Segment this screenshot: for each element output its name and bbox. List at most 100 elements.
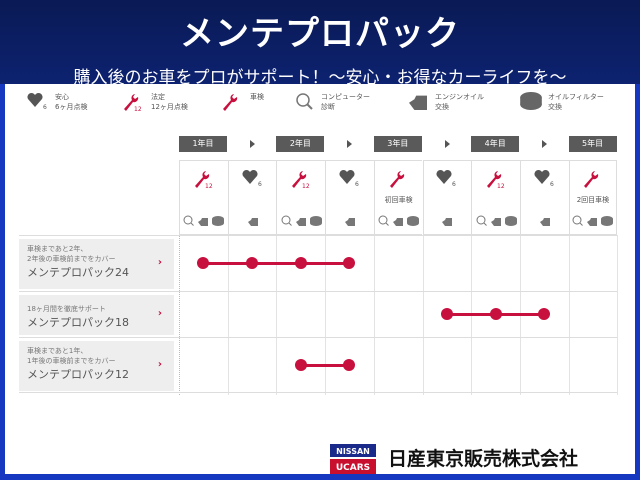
schedule-column-header: 6 bbox=[227, 160, 277, 235]
service-dot bbox=[343, 359, 356, 371]
engine-oil-icon bbox=[539, 211, 551, 230]
computer-diagnosis-icon bbox=[476, 211, 487, 230]
svg-text:12: 12 bbox=[205, 183, 213, 189]
pack-coverage-line bbox=[203, 261, 350, 265]
svg-text:12: 12 bbox=[134, 106, 142, 112]
legend-label: 車検 bbox=[250, 93, 264, 101]
engine-oil-icon bbox=[407, 92, 429, 113]
legend-sublabel: 12ヶ月点検 bbox=[151, 103, 188, 111]
legend-label: オイルフィルター bbox=[548, 93, 604, 101]
service-dot bbox=[440, 308, 453, 320]
arrow-right-icon bbox=[347, 140, 353, 148]
svg-text:12: 12 bbox=[497, 183, 505, 189]
legend-label: コンピューター bbox=[321, 93, 370, 101]
legend: 6 安心 6ヶ月点検 12 法定 12ヶ月点検 車検 コンピューター 診断 エンジンオイル 交換 オイ… bbox=[5, 88, 635, 118]
engine-oil-icon bbox=[441, 211, 453, 230]
service-dot bbox=[246, 257, 259, 269]
wrench-12-icon: 12 bbox=[277, 169, 325, 193]
schedule-column-header: 12 bbox=[179, 160, 228, 235]
svg-text:NISSAN: NISSAN bbox=[336, 447, 370, 456]
wrench-12-icon: 12 bbox=[121, 92, 145, 115]
engine-oil-icon bbox=[344, 211, 356, 230]
oil-filter-icon bbox=[212, 211, 225, 230]
legend-sublabel: 診断 bbox=[321, 103, 335, 111]
pack-link-0[interactable]: 車検まであと2年、 2年後の車検前までをカバー メンテプロパック24 › bbox=[19, 239, 174, 289]
column-caption: 初回車検 bbox=[384, 196, 413, 204]
engine-oil-icon bbox=[490, 211, 502, 230]
arrow-right-icon bbox=[249, 140, 255, 148]
service-dot bbox=[343, 257, 356, 269]
pack-name: メンテプロパック24 bbox=[27, 266, 129, 279]
wrench-icon bbox=[220, 92, 244, 115]
computer-diagnosis-icon bbox=[295, 92, 315, 113]
schedule-column-header: 初回車検 bbox=[373, 160, 423, 235]
arrow-right-icon bbox=[444, 140, 450, 148]
pack-description: 18ヶ月間を徹底サポート bbox=[27, 305, 106, 313]
page-title: メンテプロパック bbox=[180, 14, 460, 54]
grid-line bbox=[617, 235, 619, 395]
schedule-column-header: 2回目車検 bbox=[568, 160, 618, 235]
pack-description: 車検まであと1年、 bbox=[27, 347, 88, 355]
pack-row: 18ヶ月間を徹底サポート メンテプロパック18 › bbox=[19, 291, 617, 337]
heart-6-icon: 6 bbox=[424, 169, 472, 191]
computer-diagnosis-icon bbox=[183, 211, 195, 230]
service-dot bbox=[538, 308, 551, 320]
content-panel: 6 安心 6ヶ月点検 12 法定 12ヶ月点検 車検 コンピューター 診断 エンジンオイル 交換 オイ… bbox=[5, 84, 635, 474]
svg-text:12: 12 bbox=[302, 183, 310, 189]
heart-6-icon: 6 bbox=[27, 92, 49, 113]
svg-text:6: 6 bbox=[452, 181, 456, 187]
engine-oil-icon bbox=[197, 211, 209, 230]
pack-description-2: 2年後の車検前までをカバー bbox=[27, 255, 116, 263]
engine-oil-icon bbox=[295, 211, 307, 230]
pack-coverage-line bbox=[300, 363, 350, 367]
grid-line bbox=[422, 235, 424, 395]
pack-row: 車検まであと1年、 1年後の車検前までをカバー メンテプロパック12 › bbox=[19, 337, 617, 393]
schedule-column-header: 12 bbox=[471, 160, 520, 235]
company-name: 日産東京販売株式会社 bbox=[388, 448, 579, 470]
legend-label: 法定 bbox=[151, 93, 165, 101]
legend-sublabel: 交換 bbox=[435, 103, 449, 111]
pack-name: メンテプロパック18 bbox=[27, 316, 129, 329]
column-caption: 2回目車検 bbox=[576, 196, 610, 204]
chevron-right-icon: › bbox=[157, 359, 162, 370]
engine-oil-icon bbox=[247, 211, 259, 230]
service-dot bbox=[294, 359, 307, 371]
year-label: 4年目 bbox=[471, 136, 520, 152]
legend-sublabel: 交換 bbox=[548, 103, 562, 111]
legend-item: 車検 bbox=[220, 92, 264, 115]
service-dot bbox=[197, 257, 210, 269]
legend-label: 安心 bbox=[55, 93, 69, 101]
computer-diagnosis-icon bbox=[572, 211, 584, 230]
oil-filter-icon bbox=[407, 211, 420, 230]
grid-line bbox=[179, 235, 180, 395]
heart-6-icon: 6 bbox=[521, 169, 569, 191]
pack-name: メンテプロパック12 bbox=[27, 368, 129, 381]
schedule-column-header: 6 bbox=[325, 160, 374, 235]
oil-filter-icon bbox=[601, 211, 614, 230]
svg-text:6: 6 bbox=[355, 181, 359, 187]
pack-link-2[interactable]: 車検まであと1年、 1年後の車検前までをカバー メンテプロパック12 › bbox=[19, 341, 174, 391]
grid-line bbox=[276, 235, 278, 395]
oil-filter-icon bbox=[309, 211, 322, 230]
legend-item: オイルフィルター 交換 bbox=[520, 92, 604, 113]
grid-line bbox=[325, 235, 327, 395]
header: メンテプロパック 購入後のお車をプロがサポート！～安心・お得なカーライフを～ bbox=[0, 0, 640, 88]
computer-diagnosis-icon bbox=[378, 211, 389, 230]
legend-item: コンピューター 診断 bbox=[295, 92, 370, 113]
schedule-column-header: 12 bbox=[276, 160, 326, 235]
legend-item: 12 法定 12ヶ月点検 bbox=[121, 92, 188, 115]
legend-sublabel: 6ヶ月点検 bbox=[55, 103, 88, 111]
grid-line bbox=[227, 235, 229, 395]
chevron-right-icon: › bbox=[157, 257, 162, 268]
page-subtitle: 購入後のお車をプロがサポート！～安心・お得なカーライフを～ bbox=[73, 68, 567, 88]
oil-filter-icon bbox=[504, 211, 517, 230]
chevron-right-icon: › bbox=[157, 308, 162, 319]
pack-row: 車検まであと2年、 2年後の車検前までをカバー メンテプロパック24 › bbox=[19, 235, 617, 291]
heart-6-icon: 6 bbox=[326, 169, 374, 191]
grid-line bbox=[568, 235, 570, 395]
computer-diagnosis-icon bbox=[281, 211, 292, 230]
pack-link-1[interactable]: 18ヶ月間を徹底サポート メンテプロパック18 › bbox=[19, 295, 174, 335]
svg-text:6: 6 bbox=[258, 181, 262, 187]
year-label: 2年目 bbox=[276, 136, 325, 152]
legend-item: 6 安心 6ヶ月点検 bbox=[27, 92, 87, 113]
